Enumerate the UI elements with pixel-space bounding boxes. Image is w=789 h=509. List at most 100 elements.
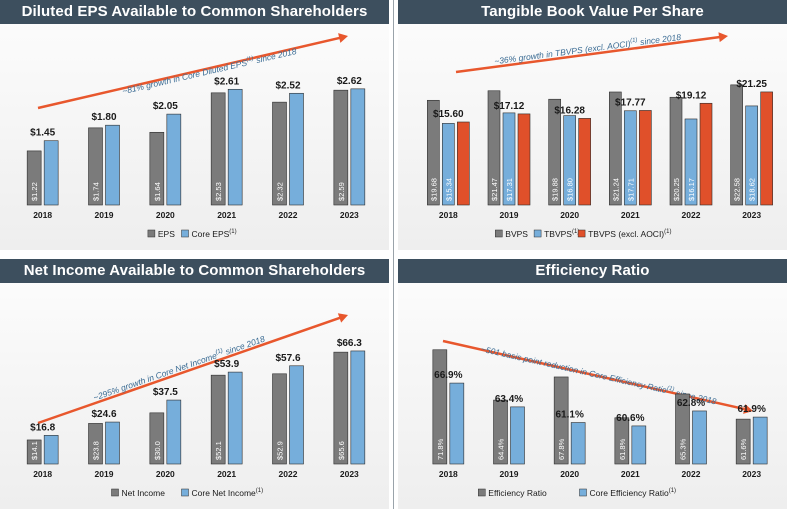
bar-blue [105, 421, 120, 465]
value-label: 62.8% [677, 398, 705, 409]
chart-diluted-eps: ~81% growth in Core Diluted EPS(1) since… [26, 33, 366, 239]
bar-gray [548, 98, 561, 206]
bar-label: $1.64 [153, 182, 162, 201]
panel-diluted-eps: Diluted EPS Available to Common Sharehol… [0, 0, 389, 250]
bar-blue [449, 382, 465, 465]
bar-orange [760, 91, 773, 206]
category-tick-label: 2022 [682, 210, 701, 220]
trend-arrow-head [337, 313, 348, 323]
bar-label: $21.24 [611, 178, 620, 201]
bar-blue [745, 105, 758, 206]
panel-title: Net Income Available to Common Sharehold… [0, 259, 389, 283]
category-tick-label: 2018 [33, 469, 52, 479]
bar-label: $22.58 [733, 178, 742, 201]
bar-gray [432, 349, 448, 465]
value-label: $21.25 [736, 79, 767, 90]
panel-tbvps: Tangible Book Value Per Share ~36% growt… [398, 0, 787, 250]
bar-label: $2.32 [276, 182, 285, 201]
bar-blue [350, 88, 366, 206]
category-tick-label: 2020 [156, 469, 175, 479]
bar-gray [149, 131, 165, 206]
legend-label: Core Net Income(1) [192, 488, 264, 498]
bar-label: $52.9 [276, 441, 285, 460]
bar-blue [166, 113, 182, 206]
category-tick-label: 2018 [439, 210, 458, 220]
category-tick-label: 2021 [621, 210, 640, 220]
bar-gray [609, 91, 622, 206]
value-label: 63.4% [495, 394, 523, 405]
bar-label: $1.22 [30, 182, 39, 201]
panel-title: Diluted EPS Available to Common Sharehol… [0, 0, 389, 24]
value-label: 66.9% [434, 370, 462, 381]
legend-label: EPS [158, 229, 175, 239]
bar-label: $2.59 [337, 182, 346, 201]
bar-gray [210, 92, 226, 206]
bar-orange [578, 118, 591, 206]
legend-label: Net Income [122, 488, 166, 498]
bar-orange [457, 121, 470, 206]
bar-blue [442, 123, 455, 206]
bar-gray [735, 418, 751, 465]
bar-gray [333, 89, 349, 206]
bar-label: $16.80 [566, 178, 575, 201]
bar-gray [88, 127, 103, 206]
value-label: $16.8 [30, 422, 55, 433]
bar-blue [752, 416, 768, 465]
category-tick-label: 2021 [621, 469, 640, 479]
value-label: $15.60 [433, 109, 464, 120]
bar-gray [614, 417, 630, 465]
bar-label: 61.8% [618, 438, 627, 460]
bar-label: $19.88 [551, 178, 560, 201]
legend-swatch-gray [147, 229, 156, 238]
bar-gray [272, 373, 287, 465]
category-tick-label: 2022 [279, 210, 298, 220]
value-label: $57.6 [275, 353, 300, 364]
category-tick-label: 2020 [560, 469, 579, 479]
bar-blue [43, 140, 59, 206]
bar-blue [502, 112, 516, 206]
panel-title: Efficiency Ratio [398, 259, 787, 283]
category-tick-label: 2022 [682, 469, 701, 479]
bar-blue [631, 425, 647, 465]
bar-gray [26, 150, 42, 206]
legend-label: BVPS [505, 229, 528, 239]
bar-label: $52.1 [214, 441, 223, 460]
bar-blue [289, 365, 304, 465]
legend-label: TBVPS(1) [544, 229, 579, 239]
category-tick-label: 2020 [560, 210, 579, 220]
bar-blue [510, 406, 525, 465]
bar-blue [570, 422, 586, 465]
legend-label: TBVPS (excl. AOCI)(1) [588, 229, 671, 239]
value-label: $2.61 [214, 76, 239, 87]
bar-label: $16.17 [687, 178, 696, 201]
bar-label: $19.68 [429, 178, 438, 201]
category-tick-label: 2019 [500, 469, 519, 479]
bar-label: 61.6% [739, 438, 748, 460]
category-tick-label: 2022 [279, 469, 298, 479]
value-label: $17.12 [494, 101, 525, 112]
bar-gray [333, 351, 349, 465]
bar-label: $17.71 [626, 178, 635, 201]
bar-gray [669, 96, 683, 206]
value-label: 61.9% [737, 404, 765, 415]
legend-swatch-blue [181, 229, 189, 238]
bar-gray [675, 393, 690, 465]
value-label: $2.05 [153, 101, 178, 112]
value-label: $66.3 [337, 338, 362, 349]
chart-tbvps: ~36% growth in TBVPS (excl. AOCI)(1) sin… [427, 32, 773, 239]
trend-arrow-head [718, 32, 728, 43]
bar-gray [149, 412, 165, 465]
category-tick-label: 2019 [95, 469, 114, 479]
value-label: $1.80 [91, 112, 116, 123]
legend-label: Core EPS(1) [192, 229, 237, 239]
bar-blue [684, 118, 698, 206]
bar-orange [699, 102, 713, 206]
legend-swatch-blue [533, 229, 542, 238]
bar-label: $65.6 [337, 441, 346, 460]
trend-arrow-head [338, 33, 348, 43]
bar-blue [227, 371, 243, 465]
bar-gray [427, 99, 440, 206]
category-tick-label: 2018 [33, 210, 52, 220]
bar-blue [692, 410, 707, 465]
